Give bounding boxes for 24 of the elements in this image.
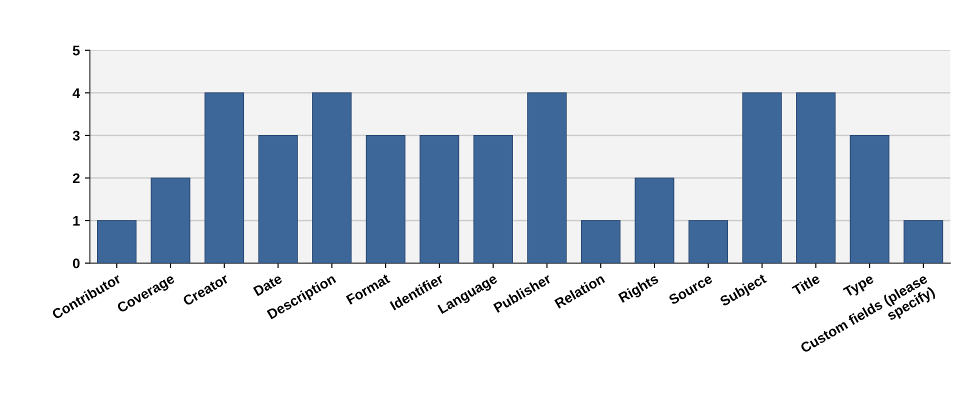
- y-tick-label: 4: [72, 88, 80, 98]
- y-tick-label: 1: [73, 216, 80, 226]
- x-tick-label: Title: [791, 273, 821, 296]
- bar: [527, 92, 567, 264]
- y-tick-label: 5: [72, 46, 80, 56]
- bar: [473, 135, 513, 264]
- bar: [796, 92, 836, 264]
- bar: [96, 220, 137, 264]
- bar: [420, 135, 460, 264]
- bar: [258, 135, 298, 264]
- y-tick-label: 2: [72, 173, 80, 184]
- bar: [634, 178, 674, 264]
- bar: [904, 220, 944, 264]
- bar: [312, 92, 352, 264]
- x-tick-label: Type: [842, 274, 876, 300]
- bar: [204, 92, 244, 264]
- bar: [150, 178, 190, 264]
- bar: [688, 220, 728, 264]
- y-tick-label: 3: [72, 130, 80, 141]
- bar: [742, 92, 782, 264]
- bar: [580, 220, 621, 264]
- bar: [850, 135, 890, 264]
- y-tick-label: 0: [72, 258, 80, 268]
- bar: [366, 135, 406, 264]
